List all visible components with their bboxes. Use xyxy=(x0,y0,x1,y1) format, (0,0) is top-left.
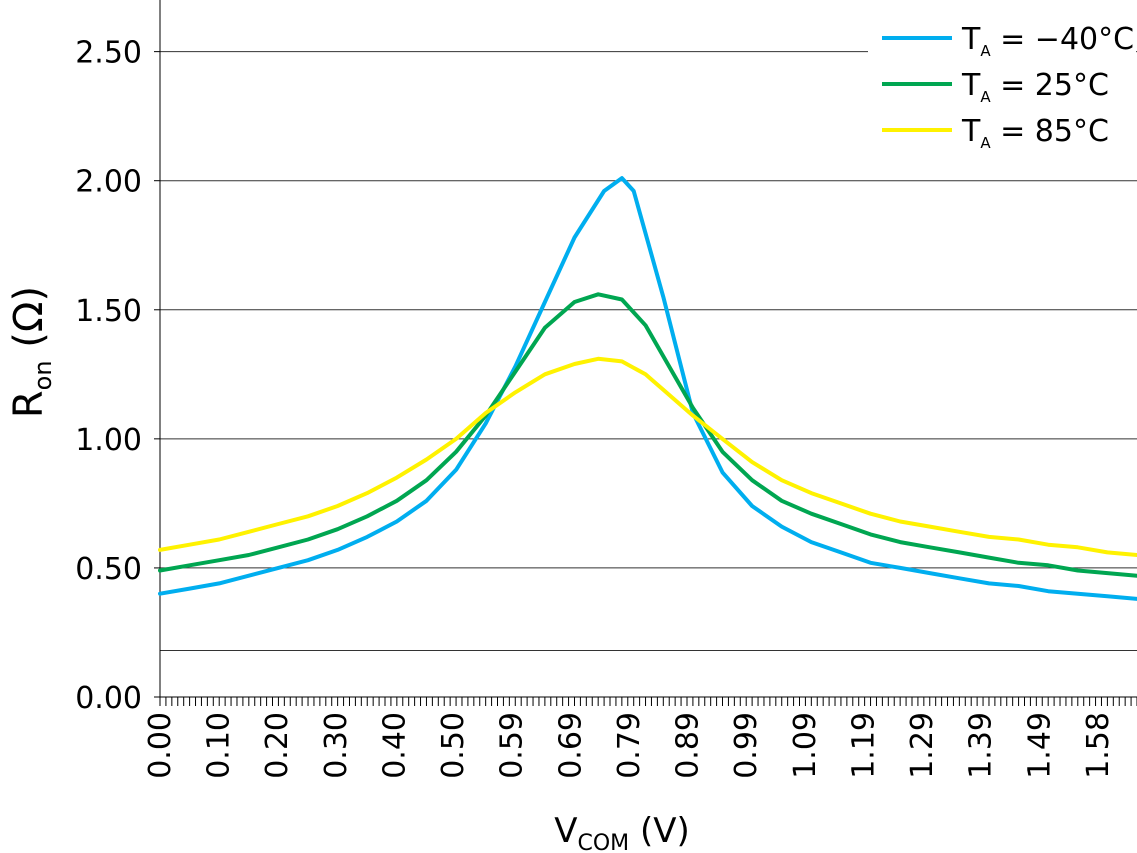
y-axis-title: Ron (Ω) xyxy=(6,286,57,418)
x-tick-label: 0.99 xyxy=(729,712,764,779)
legend-label-0: TA = −40°C xyxy=(961,22,1134,60)
x-axis-ticks: 0.00 0.10 0.20 0.30 0.40 0.50 0.59 0.69 0.79 0.89… xyxy=(143,697,1137,779)
x-tick-label: 1.09 xyxy=(788,712,823,779)
x-tick-label: 1.49 xyxy=(1022,712,1057,779)
x-tick-label: 0.00 xyxy=(143,712,178,779)
axis-titles: VCOM (V) Ron (Ω) xyxy=(6,286,690,853)
x-tick-label: 0.89 xyxy=(671,712,706,779)
legend-label-2: TA = 85°C xyxy=(961,114,1109,152)
y-tick-label: 0.00 xyxy=(75,681,142,716)
y-axis-ticks: 0.00 0.50 1.00 1.50 2.00 2.50 xyxy=(75,36,160,716)
x-tick-label: 1.29 xyxy=(905,712,940,779)
x-tick-label: 0.10 xyxy=(202,712,237,779)
series-line-2 xyxy=(158,356,1137,557)
x-tick-label: 1.19 xyxy=(846,712,881,779)
x-tick-label: 0.30 xyxy=(319,712,354,779)
series-line-0 xyxy=(158,176,1137,601)
x-axis-title: VCOM (V) xyxy=(554,811,690,853)
y-tick-label: 1.00 xyxy=(75,423,142,458)
x-tick-label: 0.50 xyxy=(436,712,471,779)
legend: TA = −40°C TA = 25°C TA = 85°C xyxy=(868,15,1136,165)
series-line-1 xyxy=(158,292,1137,578)
y-tick-label: 0.50 xyxy=(75,552,142,587)
x-tick-label: 0.40 xyxy=(377,712,412,779)
x-tick-label: 0.69 xyxy=(553,712,588,779)
x-tick-label: 0.59 xyxy=(495,712,530,779)
x-tick-label: 1.39 xyxy=(964,712,999,779)
y-tick-label: 1.50 xyxy=(75,294,142,329)
axes xyxy=(159,0,1137,698)
x-tick-label: 1.58 xyxy=(1081,712,1116,779)
series-lines xyxy=(158,176,1137,601)
x-tick-label: 0.20 xyxy=(260,712,295,779)
gridlines xyxy=(160,51,1137,652)
legend-label-1: TA = 25°C xyxy=(961,68,1109,106)
y-tick-label: 2.00 xyxy=(75,165,142,200)
y-tick-label: 2.50 xyxy=(75,36,142,71)
x-tick-label: 0.79 xyxy=(612,712,647,779)
